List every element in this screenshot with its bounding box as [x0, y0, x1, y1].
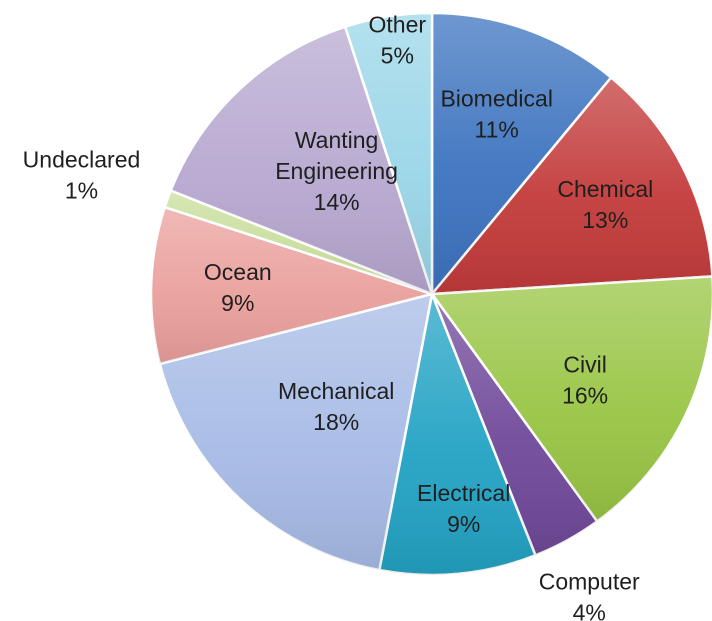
pie-label-category: Other: [369, 11, 427, 37]
pie-label-category: Chemical: [557, 176, 653, 202]
pie-slice-sheen-undeclared: [164, 190, 432, 294]
pie-label-mechanical: Mechanical 18%: [278, 378, 394, 435]
gloss-layer: [151, 13, 712, 575]
pie-label-percent: 4%: [573, 599, 606, 621]
pie-label-ocean: Ocean 9%: [204, 259, 272, 316]
pie-slice-sheen-wanting-engineering: [170, 26, 433, 294]
pie-label-percent: 5%: [381, 42, 414, 68]
pie-label-category: Biomedical: [440, 86, 553, 112]
pie-label-percent: 13%: [582, 207, 628, 233]
pie-label-wanting-engineering: Wanting Engineering 14%: [275, 127, 398, 215]
pie-label-electrical: Electrical 9%: [417, 480, 510, 537]
pie-label-category: Civil: [563, 352, 606, 378]
pie-label-category: Computer: [539, 568, 640, 594]
pie-slice-sheen-ocean: [151, 207, 432, 364]
pie-label-percent: 1%: [65, 178, 98, 204]
pie-label-percent: 18%: [313, 409, 359, 435]
pie-label-category: Wanting: [295, 127, 379, 153]
labels-layer: Biomedical 11% Chemical 13% Civil 16% Computer…: [23, 11, 654, 621]
pie-label-biomedical: Biomedical 11%: [440, 86, 553, 143]
pie-slice-sheen-biomedical: [432, 13, 612, 294]
pie-label-percent: 11%: [475, 117, 519, 143]
pie-label-other: Other 5%: [369, 11, 427, 68]
pie-label-undeclared: Undeclared 1%: [23, 147, 141, 204]
pie-label-percent: 16%: [562, 383, 608, 409]
pie-slice-sheen-computer: [432, 294, 598, 556]
pie-label-category: Electrical: [417, 480, 510, 506]
pie-slice-sheen-civil: [432, 276, 712, 522]
pie-slice-sheen-electrical: [379, 294, 536, 575]
pie-label-percent: 9%: [447, 511, 480, 537]
pie-label-category: Engineering: [275, 158, 398, 184]
pie-label-category: Undeclared: [23, 147, 141, 173]
pie-label-percent: 14%: [314, 189, 360, 215]
pie-label-category: Ocean: [204, 259, 272, 285]
pie-slice-sheen-other: [345, 13, 432, 294]
pie-label-computer: Computer 4%: [539, 568, 640, 621]
pie-label-chemical: Chemical 13%: [557, 176, 653, 233]
pie-label-category: Mechanical: [278, 378, 394, 404]
pie-label-percent: 9%: [221, 290, 254, 316]
pie-slice-sheen-mechanical: [159, 294, 432, 571]
pie-label-civil: Civil 16%: [562, 352, 608, 409]
pie-slice-sheen-chemical: [432, 77, 712, 294]
